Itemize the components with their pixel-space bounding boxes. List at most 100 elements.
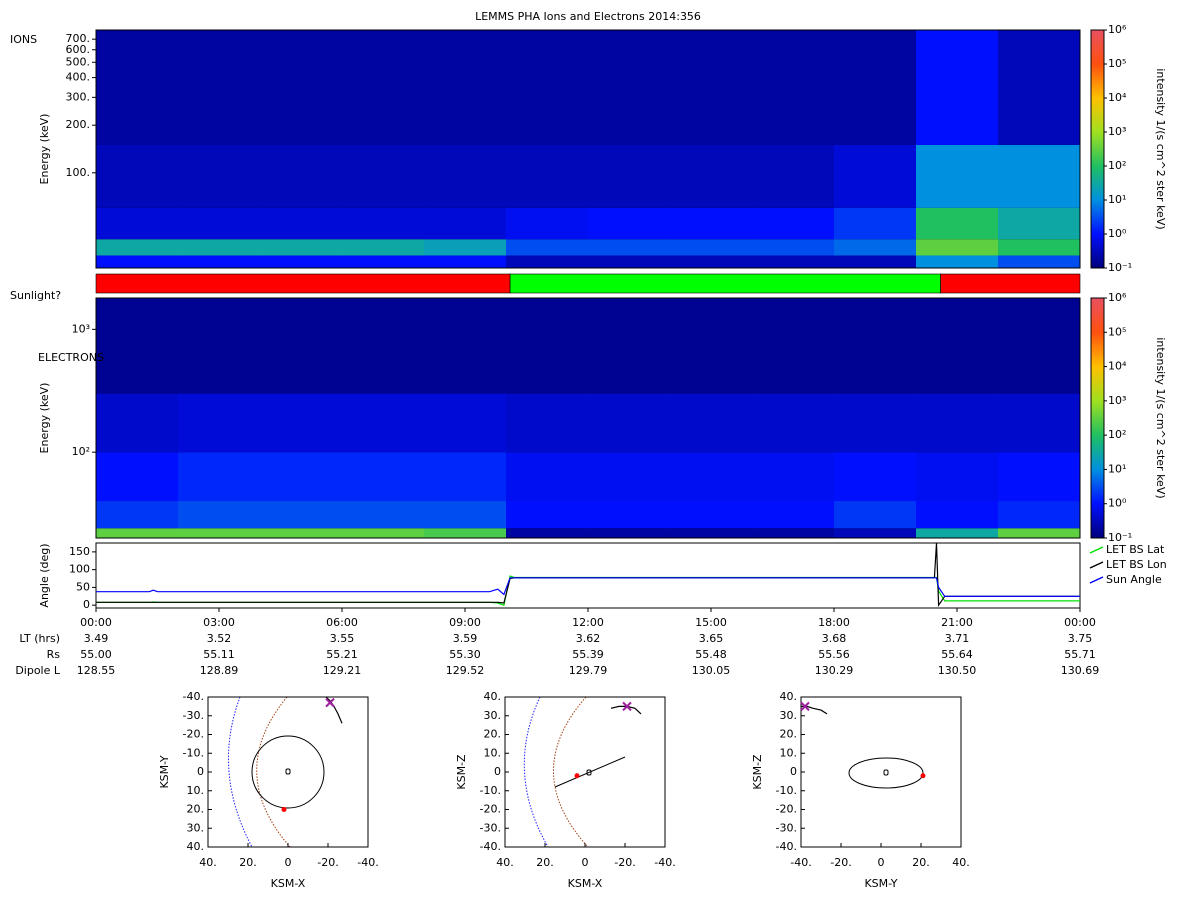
model-orbits: [251, 735, 924, 809]
plot-frame: [95, 297, 1081, 539]
ephemeris-row-label: LT (hrs): [19, 632, 60, 645]
heatmap-cell: [588, 255, 671, 268]
y-tick-label: 10³: [72, 322, 90, 335]
y-tick-label: 40.: [187, 840, 205, 853]
plot-frame: [95, 542, 1081, 609]
heatmap-cell: [916, 298, 999, 394]
heatmap-cell: [260, 501, 343, 529]
heatmap-cell: [178, 255, 261, 268]
colorbar-tick-label: 10²: [1108, 159, 1126, 172]
ephemeris-row-label: Rs: [47, 648, 61, 661]
planet: [285, 768, 291, 775]
y-axis-label: KSM-Z: [751, 754, 764, 790]
series-line: [96, 577, 1080, 597]
x-tick-label: 03:00: [203, 616, 235, 629]
x-tick-label: -40.: [654, 856, 675, 869]
y-tick-label: 300.: [66, 90, 91, 103]
heatmap-cell: [178, 239, 261, 256]
y-tick-label: 10.: [780, 746, 798, 759]
y-tick-label: 0: [494, 765, 501, 778]
y-tick-label: 30.: [187, 821, 205, 834]
colorbar-tick-label: 10²: [1108, 428, 1126, 441]
y-tick-label: -10.: [183, 746, 204, 759]
heatmap-cell: [260, 207, 343, 240]
heatmap-cell: [670, 144, 753, 208]
heatmap-cell: [506, 207, 589, 240]
heatmap-cell: [260, 144, 343, 208]
x-tick-label: -20.: [614, 856, 635, 869]
ephemeris-value: 3.71: [945, 632, 970, 645]
spacecraft-position: [800, 701, 810, 712]
heatmap-cell: [998, 207, 1081, 240]
heatmap-cell: [916, 255, 999, 268]
colorbar-tick-label: 10⁶: [1108, 291, 1127, 304]
x-tick-label: 20.: [239, 856, 257, 869]
heatmap-cell: [752, 255, 835, 268]
panel-label: ELECTRONS: [38, 351, 104, 364]
y-tick-label: 20.: [187, 803, 205, 816]
colorbar-tick-label: 10⁵: [1108, 57, 1126, 70]
heatmap-cell: [96, 298, 179, 394]
magnetopause: [553, 696, 589, 848]
x-tick-label: -40.: [357, 856, 378, 869]
heatmap-cell: [670, 298, 753, 394]
y-tick-label: -40.: [480, 840, 501, 853]
colorbar-tick-label: 10¹: [1108, 193, 1126, 206]
plot-frame: [800, 696, 962, 848]
heatmap-cell: [834, 298, 917, 394]
spacecraft-position: [325, 697, 335, 708]
plot-frame: [207, 696, 369, 848]
heatmap-cell: [916, 144, 999, 208]
y-tick-label: 0: [83, 598, 90, 611]
heatmap-cell: [834, 528, 917, 538]
colorbar-tick-label: 10⁴: [1108, 91, 1127, 104]
y-tick-label: 10²: [72, 445, 90, 458]
ephemeris-value: 130.29: [815, 664, 854, 677]
y-tick-label: 400.: [66, 71, 91, 84]
heatmap-cell: [178, 452, 261, 502]
x-tick-label: 0: [582, 856, 589, 869]
heatmap-cell: [178, 144, 261, 208]
y-tick-label: 0: [790, 765, 797, 778]
colorbar-tick-label: 10³: [1108, 394, 1126, 407]
plot-frame: [95, 29, 1081, 269]
heatmap-cell: [752, 298, 835, 394]
legend-swatch: [1089, 576, 1104, 584]
heatmap-cell: [506, 255, 589, 268]
y-tick-label: -30.: [480, 821, 501, 834]
heatmap-cell: [342, 501, 425, 529]
ephemeris-value: 55.56: [818, 648, 850, 661]
heatmap-cell: [424, 501, 507, 529]
y-tick-label: 20.: [484, 728, 502, 741]
x-tick-label: 12:00: [572, 616, 604, 629]
y-tick-label: -30.: [776, 821, 797, 834]
heatmap-cell: [834, 452, 917, 502]
moon-orbit: [554, 756, 626, 788]
heatmap-cell: [260, 528, 343, 538]
heatmap-cell: [998, 255, 1081, 268]
heatmap-cell: [752, 144, 835, 208]
heatmap-cell: [96, 393, 179, 453]
heatmap-cell: [424, 393, 507, 453]
heatmap-cell: [506, 239, 589, 256]
ephemeris-value: 3.52: [207, 632, 232, 645]
colorbar-tick-label: 10⁶: [1108, 23, 1127, 36]
ephemeris-value: 3.68: [822, 632, 847, 645]
heatmap-cell: [998, 452, 1081, 502]
heatmap-cell: [998, 239, 1081, 256]
heatmap-cell: [424, 255, 507, 268]
ephemeris-value: 129.52: [446, 664, 485, 677]
legend-swatch: [1089, 546, 1104, 554]
heatmap-cell: [178, 528, 261, 538]
heatmap-cell: [834, 239, 917, 256]
y-tick-label: -20.: [480, 803, 501, 816]
heatmap-cell: [506, 393, 589, 453]
y-tick-label: 700.: [66, 32, 91, 45]
heatmap-cell: [834, 207, 917, 240]
heatmap-cell: [588, 30, 671, 145]
heatmap-cell: [424, 239, 507, 256]
ephemeris-value: 3.55: [330, 632, 355, 645]
y-tick-label: 0: [197, 765, 204, 778]
y-tick-label: -40.: [183, 690, 204, 703]
ephemeris-value: 55.48: [695, 648, 727, 661]
